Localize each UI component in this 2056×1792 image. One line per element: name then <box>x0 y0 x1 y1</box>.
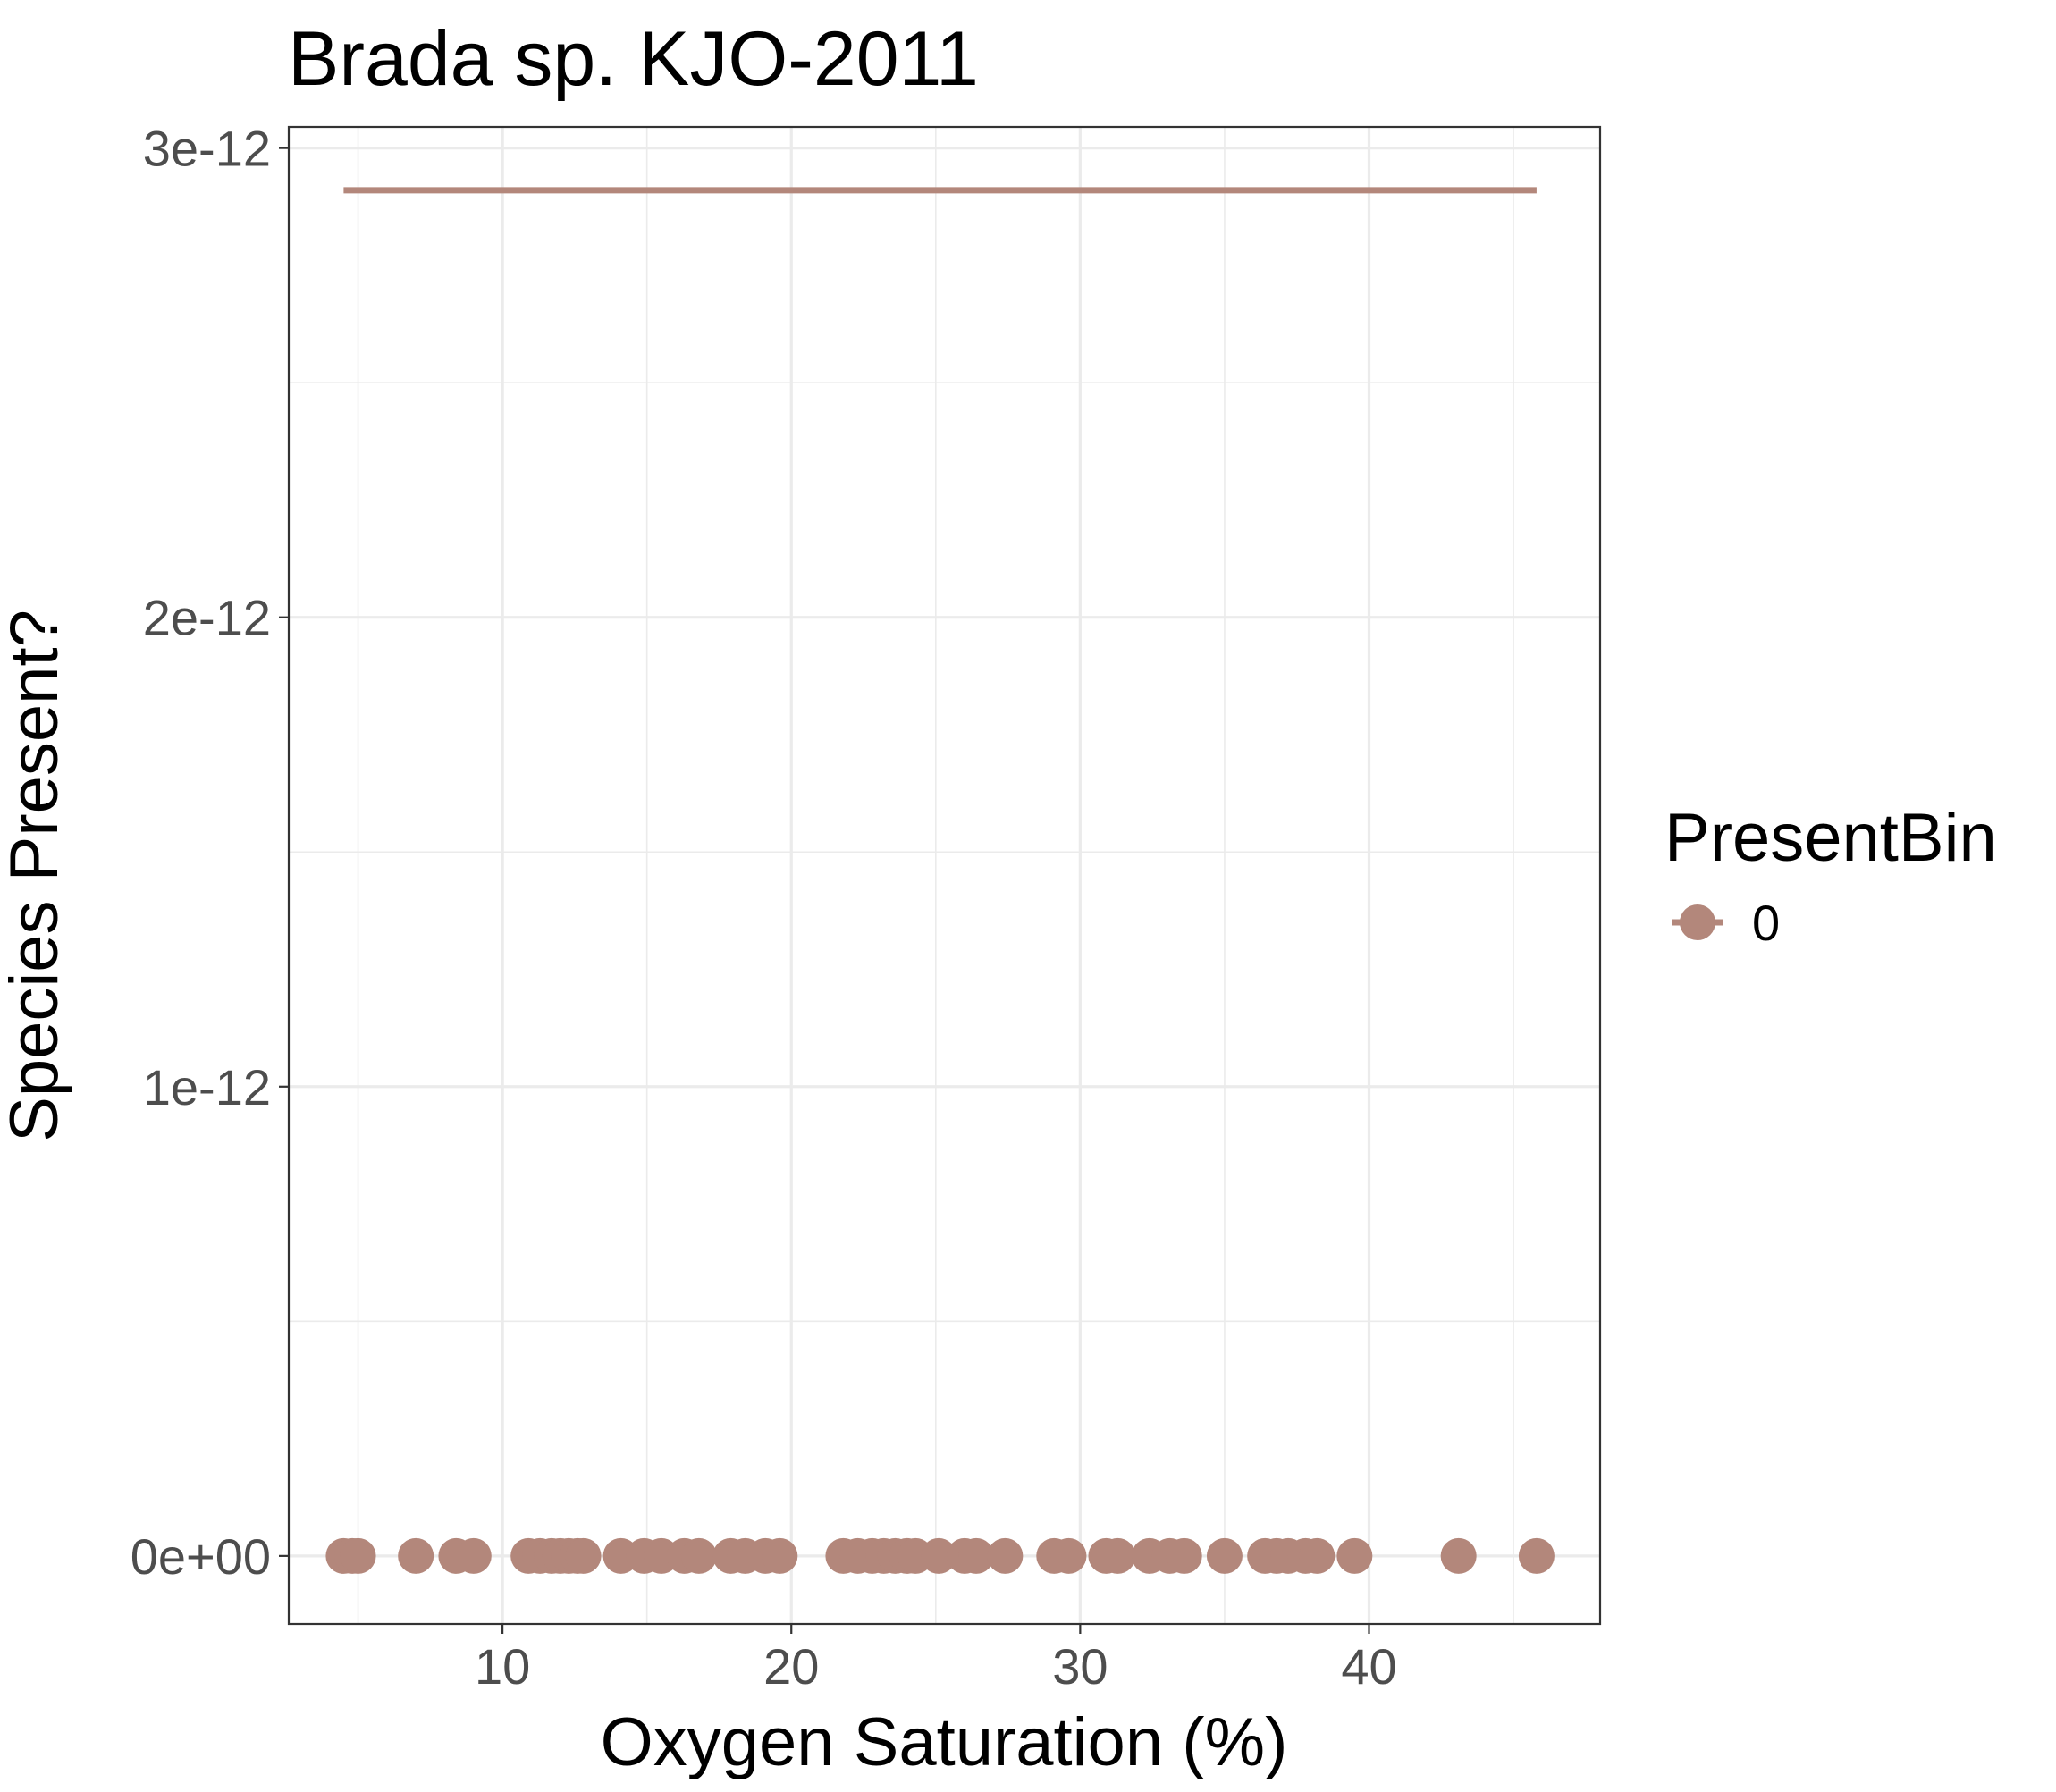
data-point <box>987 1537 1024 1574</box>
data-point <box>1100 1537 1136 1574</box>
data-point <box>680 1537 717 1574</box>
data-points <box>325 1537 1555 1574</box>
data-point <box>921 1537 957 1574</box>
y-axis: 0e+00 1e-12 2e-12 3e-12 <box>131 121 289 1585</box>
chart-title: Brada sp. KJO-2011 <box>288 16 979 102</box>
legend: PresentBin 0 <box>1664 800 1997 951</box>
x-axis: 10 20 30 40 <box>475 1624 1397 1695</box>
minor-gridlines <box>289 127 1600 1624</box>
data-point <box>1440 1537 1477 1574</box>
data-point <box>1518 1537 1555 1574</box>
data-point <box>1166 1537 1202 1574</box>
x-axis-title: Oxygen Saturation (%) <box>601 1704 1288 1780</box>
data-point <box>1299 1537 1336 1574</box>
legend-title: PresentBin <box>1664 800 1997 876</box>
data-point <box>565 1537 602 1574</box>
x-tick-label: 40 <box>1341 1638 1396 1695</box>
x-tick-label: 20 <box>763 1638 819 1695</box>
y-tick-label: 2e-12 <box>143 590 271 646</box>
x-tick-label: 30 <box>1052 1638 1108 1695</box>
data-point <box>1206 1537 1243 1574</box>
data-point <box>455 1537 492 1574</box>
data-point <box>398 1537 434 1574</box>
data-point <box>1050 1537 1087 1574</box>
data-point <box>958 1537 995 1574</box>
y-tick-label: 3e-12 <box>143 121 271 177</box>
y-axis-title: Species Present? <box>0 610 72 1142</box>
y-tick-label: 0e+00 <box>131 1528 271 1585</box>
data-point <box>340 1537 376 1574</box>
legend-entry-label: 0 <box>1752 895 1780 951</box>
data-point <box>1336 1537 1373 1574</box>
y-tick-label: 1e-12 <box>143 1059 271 1115</box>
plot-panel-border <box>287 125 1602 1626</box>
x-tick-label: 10 <box>475 1638 530 1695</box>
data-point <box>762 1537 798 1574</box>
legend-key-point <box>1680 904 1715 940</box>
plot-panel <box>289 127 1600 1624</box>
